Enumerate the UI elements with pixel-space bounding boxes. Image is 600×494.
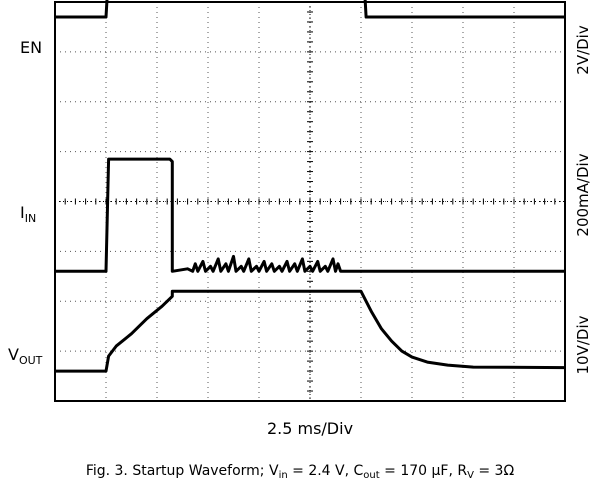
figure-caption: Fig. 3. Startup Waveform; Vin = 2.4 V, C…	[85, 463, 515, 481]
scope-frame	[54, 1, 566, 402]
trace-in	[55, 157, 565, 273]
trace-en	[55, 0, 565, 19]
trace-vout	[55, 289, 566, 373]
scale-label-vout: 10V/Div	[574, 315, 592, 375]
scope-grid	[55, 2, 565, 401]
scale-label-en: 2V/Div	[574, 25, 592, 75]
x-axis-label: 2.5 ms/Div	[266, 419, 354, 438]
scale-label-iin: 200mA/Div	[574, 153, 592, 237]
scope-traces	[55, 0, 566, 373]
channel-label-en: EN	[20, 38, 43, 57]
channel-label-iin: IIN	[20, 203, 37, 225]
channel-label-vout: VOUT	[8, 345, 43, 367]
